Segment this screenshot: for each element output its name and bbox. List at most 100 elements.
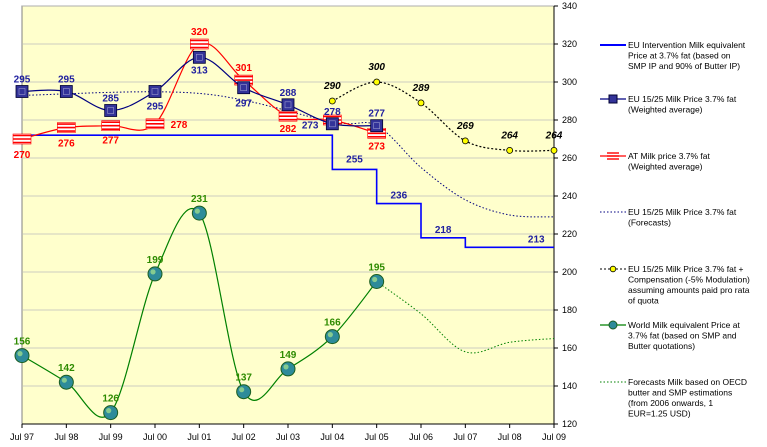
- legend-swatch-marker: [609, 265, 617, 273]
- eu-price-marker: [15, 85, 29, 98]
- world-price-marker: [147, 266, 163, 282]
- world-price-label: 137: [235, 373, 252, 384]
- compensation-marker: [550, 146, 558, 154]
- at-price-label: 276: [58, 139, 75, 150]
- world-price-label: 149: [280, 350, 297, 361]
- eu-price-label: 295: [58, 75, 75, 86]
- y-tick-label: 180: [562, 305, 577, 315]
- compensation-label: 300: [368, 62, 385, 73]
- eu-price-marker: [192, 50, 206, 64]
- world-price-marker-highlight: [194, 208, 200, 214]
- x-tick-label: Jul 00: [143, 432, 167, 442]
- eu-price-marker-inner: [18, 88, 26, 95]
- legend-label: SMP IP and 90% of Butter IP): [628, 61, 740, 71]
- world-price-label: 195: [368, 263, 385, 274]
- y-tick-label: 140: [562, 381, 577, 391]
- y-tick-label: 120: [562, 419, 577, 429]
- eu-price-label: 295: [14, 75, 31, 86]
- y-axis: 120 140 160 180 200 220 240 260 280 300 320 340: [553, 1, 577, 429]
- at-price-label: 278: [171, 120, 188, 131]
- world-price-label: 199: [147, 255, 164, 266]
- eu-price-marker-inner: [151, 88, 159, 95]
- x-tick-label: Jul 04: [320, 432, 344, 442]
- at-price-label: 270: [14, 150, 31, 161]
- eu-price-marker-inner: [107, 107, 114, 114]
- x-tick-label: Jul 02: [232, 432, 256, 442]
- x-tick-label: Jul 01: [187, 432, 211, 442]
- x-tick-label: Jul 09: [542, 432, 566, 442]
- world-price-marker-highlight: [150, 269, 156, 275]
- y-tick-label: 340: [562, 1, 577, 11]
- world-price-marker-highlight: [327, 332, 333, 338]
- intervention-price-label: 236: [390, 191, 407, 202]
- eu-price-marker: [59, 85, 73, 98]
- legend-label: Compensation (-5% Modulation): [628, 275, 750, 285]
- world-price-marker-highlight: [61, 377, 67, 383]
- legend-label: EU 15/25 Milk Price 3.7% fat: [628, 207, 737, 217]
- compensation-label: 290: [323, 81, 341, 92]
- x-tick-label: Jul 97: [10, 432, 34, 442]
- eu-price-label: 313: [191, 65, 208, 76]
- x-tick-label: Jul 07: [453, 432, 477, 442]
- world-price-marker: [191, 205, 207, 221]
- legend-label: EU 15/25 Milk Price 3.7% fat: [628, 94, 737, 104]
- compensation-label: 264: [545, 130, 563, 141]
- legend-label: Forecasts Milk based on OECD: [628, 377, 747, 387]
- eu-price-marker-inner: [63, 88, 70, 95]
- x-tick-label: Jul 99: [99, 432, 123, 442]
- world-price-marker-highlight: [372, 276, 378, 283]
- compensation-marker: [461, 137, 469, 145]
- at-price-label: 301: [235, 63, 252, 74]
- legend-label: (Weighted average): [628, 162, 703, 172]
- world-price-label: 142: [58, 363, 75, 374]
- eu-price-marker-inner: [329, 120, 336, 128]
- eu-price-label: 285: [102, 94, 119, 105]
- legend-label: AT Milk price 3.7% fat: [628, 151, 711, 161]
- world-price-marker: [324, 329, 340, 345]
- intervention-price-label: 213: [528, 234, 545, 245]
- intervention-price-label: 218: [435, 225, 452, 236]
- eu-price-label: 295: [147, 102, 164, 113]
- at-price-label: 277: [102, 136, 119, 147]
- legend-label: of quota: [628, 296, 659, 306]
- compensation-marker: [417, 99, 425, 107]
- legend-label: EUR=1.25 USD): [628, 409, 691, 419]
- world-price-marker-highlight: [239, 387, 245, 393]
- compensation-label: 269: [456, 121, 474, 132]
- y-tick-label: 200: [562, 267, 577, 277]
- compensation-marker: [328, 97, 336, 105]
- at-price-label: 320: [191, 27, 208, 38]
- legend-label: Butter quotations): [628, 341, 695, 351]
- at-price-label: 282: [280, 124, 297, 135]
- eu-price-marker-inner: [373, 122, 380, 129]
- eu-price-label: 297: [235, 99, 252, 110]
- x-tick-label: Jul 08: [498, 432, 522, 442]
- legend-label: World Milk equivalent Price at: [628, 320, 740, 330]
- compensation-label: 289: [412, 83, 430, 94]
- eu-price-marker: [281, 98, 295, 112]
- eu-price-marker-inner: [196, 53, 203, 61]
- legend-label: butter and SMP estimations: [628, 388, 732, 398]
- series-layer: [12, 38, 558, 421]
- world-price-marker-highlight: [17, 351, 23, 357]
- world-price-marker-highlight: [106, 408, 112, 414]
- legend-label: EU Intervention Milk equivalent: [628, 40, 746, 50]
- x-tick-label: Jul 05: [365, 432, 389, 442]
- legend-label: 3.7% fat (based on SMP and: [628, 331, 737, 341]
- eu-price-label: 278: [324, 107, 341, 118]
- y-tick-label: 160: [562, 343, 577, 353]
- eu-price-marker-inner: [284, 101, 292, 109]
- world-price-marker: [14, 348, 30, 364]
- y-tick-label: 240: [562, 191, 577, 201]
- world-price-marker: [236, 384, 252, 400]
- world-price-marker: [103, 405, 119, 421]
- y-tick-label: 320: [562, 39, 577, 49]
- world-price-label: 231: [191, 194, 208, 205]
- intervention-price-label: 255: [346, 155, 363, 166]
- plot-area-background: [21, 5, 555, 425]
- eu-price-label: 277: [368, 109, 385, 120]
- y-tick-label: 300: [562, 77, 577, 87]
- legend-label: (Forecasts): [628, 218, 671, 228]
